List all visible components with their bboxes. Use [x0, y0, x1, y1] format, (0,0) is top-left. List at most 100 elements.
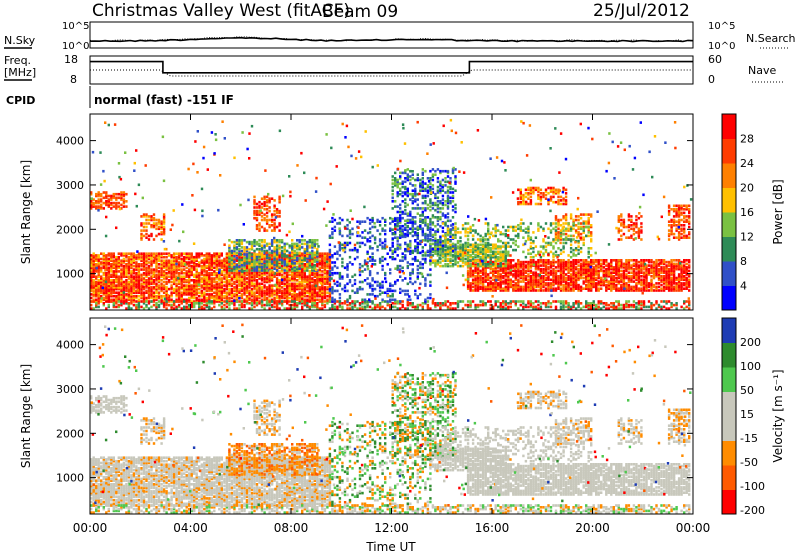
heatmap-cell [406, 302, 409, 305]
heatmap-cell [107, 300, 110, 303]
heatmap-cell [650, 267, 653, 271]
heatmap-cell [499, 280, 502, 283]
heatmap-cell [95, 270, 98, 273]
heatmap-cell [311, 296, 314, 300]
heatmap-cell [592, 276, 595, 280]
heatmap-cell [522, 302, 525, 305]
heatmap-cell [559, 260, 563, 264]
heatmap-cell [461, 245, 465, 248]
heatmap-cell [559, 283, 563, 287]
heatmap-cell [358, 307, 362, 310]
heatmap-cell [595, 282, 598, 285]
heatmap-cell [637, 287, 641, 290]
heatmap-cell [147, 280, 151, 284]
heatmap-cell [288, 284, 291, 287]
heatmap-cell [172, 257, 176, 261]
heatmap-cell [537, 282, 540, 285]
heatmap-cell [125, 300, 128, 303]
heatmap-cell [190, 261, 193, 264]
heatmap-cell [323, 254, 327, 257]
heatmap-cell [105, 271, 108, 275]
heatmap-cell [293, 269, 296, 272]
heatmap-cell [564, 285, 568, 289]
heatmap-cell [270, 273, 274, 277]
heatmap-cell [165, 277, 168, 280]
heatmap-cell [270, 239, 274, 242]
heatmap-cell [615, 300, 618, 303]
heatmap-cell [225, 287, 229, 291]
heatmap-cell [223, 296, 226, 300]
heatmap-cell [105, 266, 108, 270]
heatmap-cell [542, 267, 545, 271]
heatmap-cell [595, 276, 598, 280]
heatmap-cell [185, 289, 188, 293]
heatmap-cell [502, 259, 505, 262]
heatmap-cell [522, 273, 525, 276]
heatmap-cell [642, 289, 646, 292]
heatmap-cell [278, 302, 281, 305]
heatmap-cell [135, 291, 138, 294]
heatmap-cell [255, 256, 259, 260]
heatmap-cell [215, 273, 218, 277]
heatmap-cell [635, 283, 638, 287]
heatmap-cell [195, 293, 198, 296]
heatmap-cell [270, 266, 274, 270]
heatmap-cell [527, 285, 530, 289]
heatmap-cell [150, 261, 153, 264]
heatmap-cell [333, 252, 337, 255]
heatmap-cell [346, 289, 349, 293]
heatmap-cell [130, 296, 133, 300]
heatmap-cell [172, 279, 176, 282]
heatmap-cell [228, 256, 231, 260]
heatmap-cell [105, 257, 108, 261]
heatmap-cell [657, 278, 661, 282]
heatmap-cell [522, 262, 525, 266]
heatmap-cell [245, 264, 249, 268]
heatmap-cell [208, 302, 211, 305]
heatmap-cell [220, 264, 223, 268]
heatmap-cell [248, 275, 251, 278]
heatmap-cell [107, 296, 110, 300]
heatmap-cell [451, 247, 455, 250]
heatmap-cell [489, 289, 492, 292]
heatmap-cell [273, 256, 276, 260]
heatmap-cell [301, 305, 304, 309]
heatmap-cell [469, 305, 472, 309]
heatmap-cell [567, 302, 570, 305]
heatmap-cell [248, 270, 251, 273]
heatmap-cell [532, 302, 535, 305]
heatmap-cell [100, 261, 103, 264]
heatmap-cell [346, 268, 349, 271]
heatmap-cell [308, 244, 311, 247]
heatmap-cell [637, 264, 641, 267]
heatmap-cell [620, 307, 623, 310]
heatmap-cell [170, 277, 173, 280]
heatmap-cell [502, 269, 505, 273]
heatmap-cell [549, 266, 553, 269]
heatmap-cell [280, 277, 284, 280]
heatmap-cell [250, 263, 254, 267]
heatmap-cell [250, 277, 254, 280]
heatmap-cell [569, 269, 573, 273]
heatmap-cell [170, 294, 173, 298]
heatmap-cell [268, 254, 271, 257]
heatmap-cell [499, 261, 502, 264]
heatmap-cell [95, 286, 98, 289]
heatmap-cell [605, 260, 608, 264]
heatmap-cell [316, 302, 319, 305]
heatmap-cell [95, 268, 98, 271]
heatmap-cell [288, 296, 291, 300]
heatmap-cell [175, 293, 178, 296]
heatmap-cell [152, 300, 156, 303]
heatmap-cell [218, 282, 221, 286]
heatmap-cell [471, 282, 475, 285]
heatmap-cell [291, 289, 294, 293]
heatmap-cell [645, 275, 648, 278]
heatmap-cell [537, 307, 540, 310]
heatmap-cell [595, 269, 598, 273]
heatmap-cell [90, 277, 93, 280]
heatmap-cell [399, 307, 402, 310]
heatmap-cell [471, 252, 475, 255]
heatmap-cell [255, 240, 259, 244]
heatmap-cell [170, 291, 173, 294]
